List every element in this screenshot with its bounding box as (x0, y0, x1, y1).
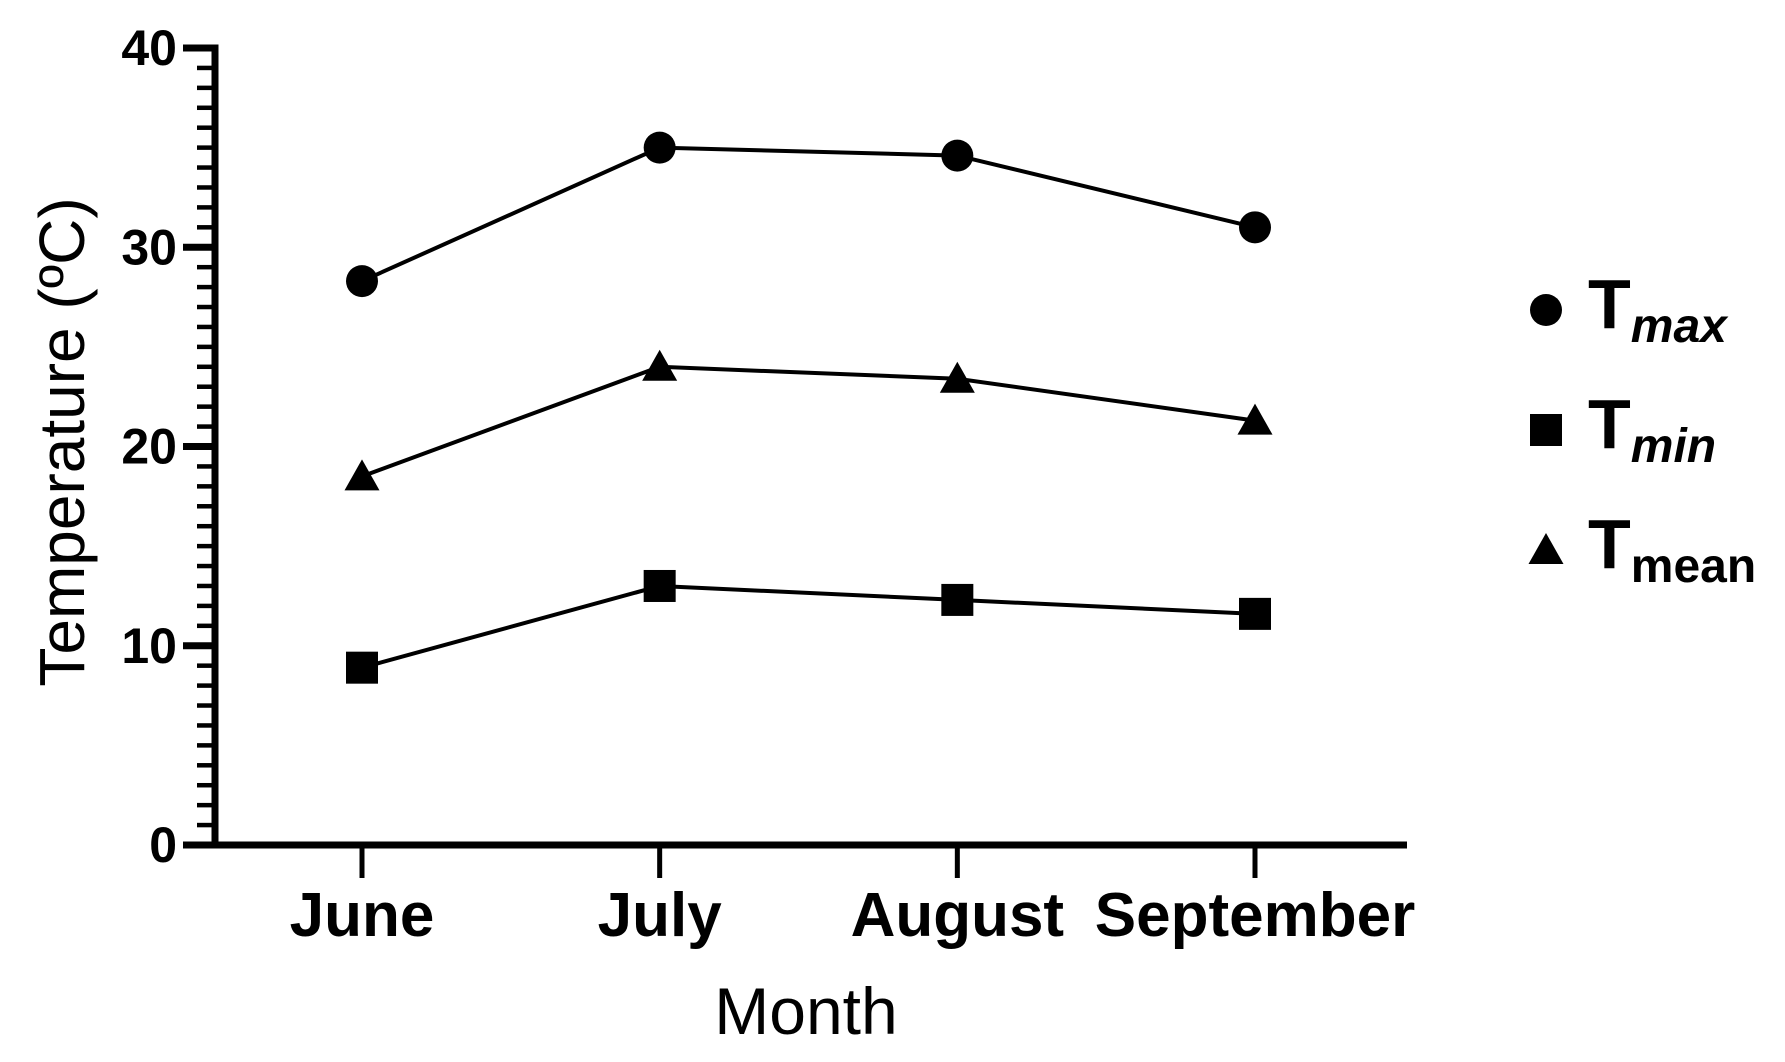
legend-item-Tmin: Tmin (1524, 370, 1756, 490)
data-point-Tmax-August (941, 139, 974, 172)
y-tick-label: 20 (121, 419, 177, 475)
data-point-Tmean-August (939, 361, 975, 393)
y-tick-label: 40 (121, 20, 177, 76)
legend-square-marker-icon (1530, 414, 1562, 446)
series-line-Tmax (361, 145, 1256, 283)
data-point-Tmin-September (1239, 597, 1271, 630)
legend-label-Tmax: Tmax (1588, 269, 1727, 351)
data-point-Tmax-July (643, 131, 676, 164)
circle-glyph (1530, 294, 1562, 326)
legend-label-base: T (1588, 505, 1631, 583)
x-tick-label: September (1095, 881, 1415, 950)
x-tick-label: June (290, 881, 435, 950)
triangle-glyph (1528, 533, 1564, 564)
data-point-Tmean-June (344, 459, 380, 491)
series-line-Tmin (361, 583, 1256, 670)
y-axis-title: Temperature (ºC) (26, 197, 98, 687)
legend-item-Tmax: Tmax (1524, 250, 1756, 370)
y-tick-label: 30 (121, 219, 177, 275)
data-point-Tmax-September (1239, 211, 1271, 244)
legend-label-subscript: mean (1630, 540, 1757, 593)
legend-label-subscript: min (1630, 420, 1717, 473)
x-axis-title: Month (714, 974, 898, 1048)
x-tick-label: July (598, 881, 723, 950)
legend-label-base: T (1588, 385, 1631, 463)
legend-label-base: T (1588, 265, 1631, 343)
x-tick-label: August (851, 881, 1065, 950)
data-point-Tmin-June (346, 651, 378, 684)
legend-label-Tmean: Tmean (1588, 509, 1756, 591)
y-tick-label: 0 (149, 817, 177, 873)
data-point-Tmean-September (1237, 403, 1273, 435)
legend-label-subscript: max (1630, 300, 1727, 353)
data-point-Tmax-June (346, 265, 378, 298)
legend-triangle-marker-icon (1528, 533, 1564, 564)
y-tick-label: 10 (121, 618, 177, 674)
legend-circle-marker-icon (1530, 294, 1562, 326)
square-glyph (1530, 414, 1562, 446)
legend-label-Tmin: Tmin (1588, 389, 1716, 471)
series-line-Tmean (361, 364, 1256, 479)
legend: Tmax Tmin Tmean (1524, 250, 1756, 610)
data-point-Tmean-July (642, 349, 678, 381)
legend-item-Tmean: Tmean (1524, 490, 1756, 610)
data-point-Tmin-August (941, 583, 974, 616)
data-point-Tmin-July (643, 569, 676, 602)
